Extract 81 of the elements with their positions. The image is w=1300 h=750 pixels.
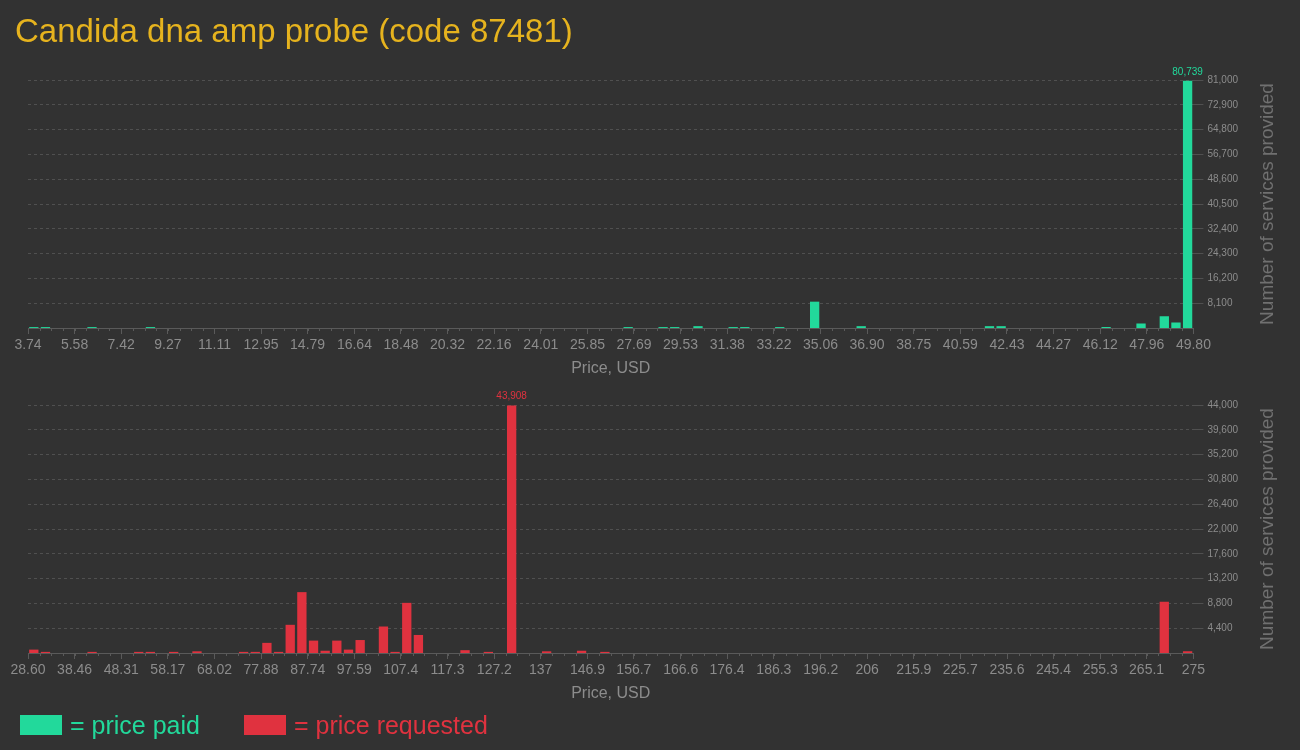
x-tick-label: 46.12 — [1082, 336, 1119, 353]
x-axis-title: Price, USD — [571, 683, 651, 701]
y-tick-label: 72,900 — [1207, 98, 1239, 110]
y-tick-label: 17,600 — [1207, 547, 1239, 559]
x-tick-label: 137 — [529, 661, 553, 678]
x-tick-label: 36.90 — [849, 336, 885, 353]
x-tick-label: 146.9 — [570, 661, 606, 678]
x-tick-label: 206 — [855, 661, 879, 678]
x-tick-label: 7.42 — [107, 336, 135, 353]
x-tick-label: 48.31 — [103, 661, 139, 678]
x-tick-label: 28.60 — [10, 661, 46, 678]
x-tick-label: 225.7 — [942, 661, 978, 678]
chart-title: Candida dna amp probe (code 87481) — [14, 11, 574, 51]
x-tick-label: 42.43 — [989, 336, 1025, 353]
x-tick-label: 49.80 — [1175, 336, 1212, 353]
x-tick-label: 5.58 — [60, 336, 89, 353]
y-tick-label: 26,400 — [1207, 497, 1239, 509]
x-tick-label: 11.11 — [197, 336, 232, 353]
y-tick-label: 44,000 — [1207, 398, 1239, 410]
x-tick-label: 25.85 — [569, 336, 606, 353]
x-tick-label: 77.88 — [243, 661, 279, 678]
x-tick-label: 87.74 — [290, 661, 326, 678]
x-tick-label: 38.75 — [896, 336, 932, 353]
x-tick-label: 24.01 — [523, 336, 559, 353]
legend-label: = price requested — [293, 710, 488, 740]
y-tick-label: 32,400 — [1207, 222, 1239, 234]
x-tick-label: 275 — [1181, 661, 1206, 678]
x-tick-label: 97.59 — [336, 661, 373, 678]
x-tick-label: 14.79 — [290, 336, 326, 353]
y-tick-label: 81,000 — [1207, 73, 1239, 85]
y-tick-label: 22,000 — [1207, 522, 1239, 534]
x-tick-label: 33.22 — [756, 336, 792, 353]
x-tick-label: 40.59 — [942, 336, 979, 353]
x-tick-label: 3.74 — [14, 336, 42, 353]
y-tick-label: 8,800 — [1207, 597, 1233, 609]
x-tick-label: 235.6 — [989, 661, 1025, 678]
x-tick-label: 58.17 — [150, 661, 186, 678]
data-label: 80,739 — [1172, 65, 1204, 77]
x-axis-title: Price, USD — [571, 358, 651, 376]
x-tick-label: 35.06 — [802, 336, 839, 353]
x-tick-label: 20.32 — [429, 336, 466, 353]
x-tick-label: 245.4 — [1035, 661, 1072, 678]
y-tick-label: 30,800 — [1207, 473, 1239, 485]
y-tick-label: 4,400 — [1207, 621, 1233, 633]
y-tick-label: 48,600 — [1207, 172, 1239, 184]
x-tick-label: 12.95 — [243, 336, 279, 353]
x-tick-label: 107.4 — [383, 661, 419, 678]
x-tick-label: 38.46 — [57, 661, 93, 678]
x-tick-label: 196.2 — [803, 661, 839, 678]
x-tick-label: 47.96 — [1129, 336, 1165, 353]
x-tick-label: 215.9 — [896, 661, 932, 678]
y-tick-label: 64,800 — [1207, 123, 1239, 135]
y-tick-label: 24,300 — [1207, 247, 1239, 259]
x-tick-label: 176.4 — [709, 661, 745, 678]
y-tick-label: 35,200 — [1207, 448, 1239, 460]
x-tick-label: 255.3 — [1082, 661, 1118, 678]
x-tick-label: 16.64 — [336, 336, 373, 353]
x-tick-label: 166.6 — [663, 661, 699, 678]
x-tick-label: 22.16 — [476, 336, 512, 353]
x-tick-label: 127.2 — [476, 661, 513, 678]
y-tick-label: 56,700 — [1207, 148, 1239, 160]
y-tick-label: 8,100 — [1207, 296, 1233, 308]
y-tick-label: 40,500 — [1207, 197, 1239, 209]
y-tick-label: 13,200 — [1207, 572, 1239, 584]
x-tick-label: 18.48 — [383, 336, 419, 353]
x-tick-label: 265.1 — [1129, 661, 1165, 678]
y-tick-label: 39,600 — [1207, 423, 1239, 435]
y-axis-title: Number of services provided — [1256, 83, 1278, 325]
x-tick-label: 9.27 — [154, 336, 182, 353]
y-tick-label: 16,200 — [1207, 272, 1239, 284]
x-tick-label: 186.3 — [756, 661, 792, 678]
data-label: 43,908 — [496, 390, 528, 402]
x-tick-label: 156.7 — [616, 661, 652, 678]
x-tick-label: 29.53 — [663, 336, 699, 353]
x-tick-label: 117.3 — [430, 661, 465, 678]
x-tick-label: 31.38 — [709, 336, 746, 353]
legend-label: = price paid — [70, 710, 200, 740]
y-axis-title: Number of services provided — [1256, 408, 1278, 650]
x-tick-label: 44.27 — [1035, 336, 1072, 353]
x-tick-label: 68.02 — [196, 661, 233, 678]
x-tick-label: 27.69 — [616, 336, 652, 353]
